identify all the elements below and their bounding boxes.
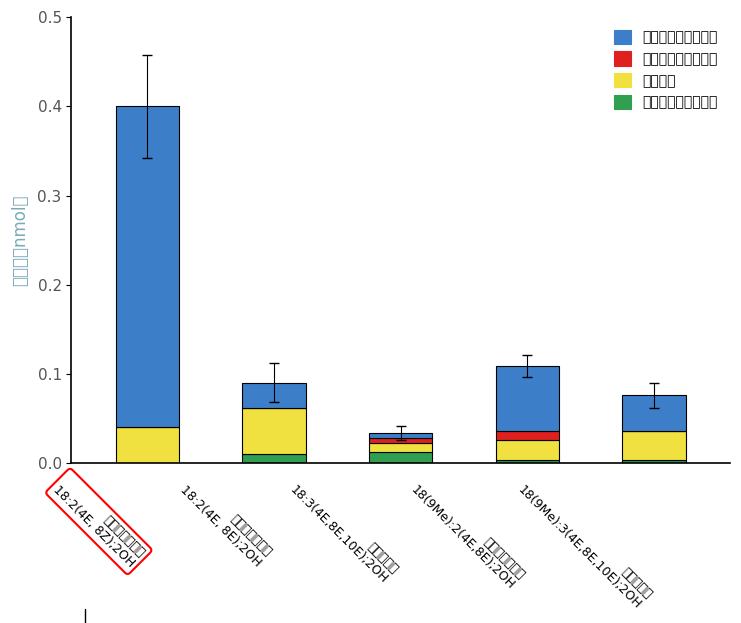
Legend: スフィンゴミエリン, ヘキソシルセラミド, セラミド, スフィンゴイド塩基: スフィンゴミエリン, ヘキソシルセラミド, セラミド, スフィンゴイド塩基	[608, 24, 723, 115]
Bar	[496, 460, 559, 463]
Bar	[369, 438, 432, 442]
Bar	[369, 433, 432, 438]
Bar	[116, 107, 179, 427]
Bar	[496, 366, 559, 431]
Bar	[622, 431, 685, 460]
Bar	[622, 460, 685, 463]
Bar	[242, 408, 306, 454]
Bar	[496, 440, 559, 460]
Bar	[369, 442, 432, 452]
Bar	[369, 452, 432, 463]
Bar	[116, 427, 179, 463]
Text: こんにゃくセラミド
の主要成分: こんにゃくセラミド の主要成分	[1, 609, 84, 623]
Bar	[496, 431, 559, 440]
Y-axis label: 吸収量（nmol）: 吸収量（nmol）	[11, 194, 29, 286]
Bar	[242, 454, 306, 463]
Bar	[242, 383, 306, 408]
Bar	[622, 396, 685, 431]
